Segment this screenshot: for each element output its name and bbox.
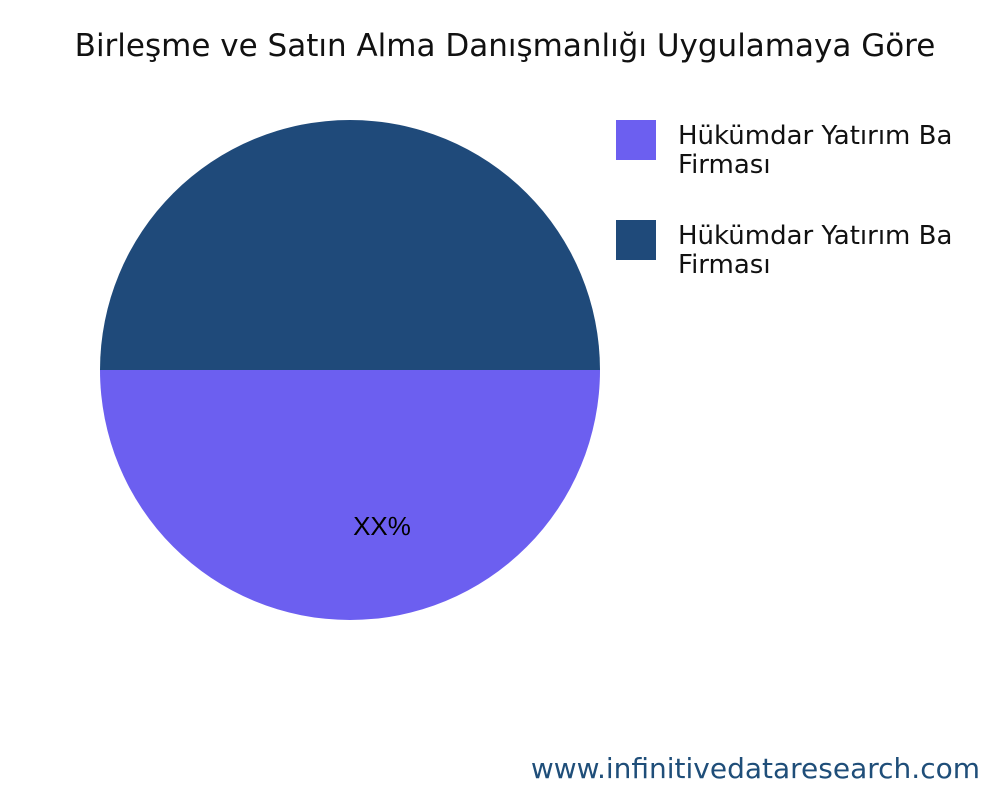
legend-swatch bbox=[616, 120, 656, 160]
watermark: www.infinitivedataresearch.com bbox=[530, 752, 980, 785]
legend-swatch bbox=[616, 220, 656, 260]
legend-label: Hükümdar Yatırım Ba Firması bbox=[678, 121, 953, 180]
chart-title: Birleşme ve Satın Alma Danışmanlığı Uygu… bbox=[74, 28, 936, 64]
slice-data-label: XX% bbox=[353, 511, 411, 541]
pie-slice bbox=[100, 120, 600, 370]
legend-item: Hükümdar Yatırım Ba Firması bbox=[616, 220, 1000, 280]
legend-label: Hükümdar Yatırım Ba Firması bbox=[678, 221, 953, 280]
legend-item: Hükümdar Yatırım Ba Firması bbox=[616, 120, 1000, 180]
pie-slice bbox=[100, 370, 600, 620]
